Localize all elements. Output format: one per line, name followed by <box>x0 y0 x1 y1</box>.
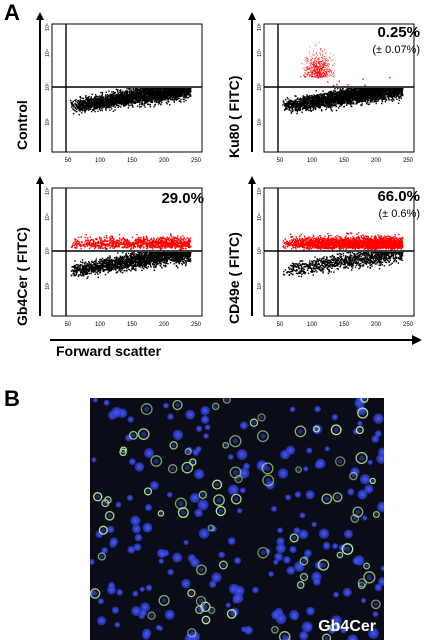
x-tick-label: 200 <box>159 322 170 328</box>
scatter-plot-gb4cer-svg: 10² 10³ 10⁴ 10⁵ 50 100 150 200 250 <box>36 176 203 328</box>
y-tick-label: 10² <box>45 118 51 126</box>
x-tick-label: 250 <box>191 322 202 328</box>
y-tick-label: 10⁴ <box>257 213 263 221</box>
percent-ku80: 0.25% <box>377 24 420 41</box>
panel-a-letter: A <box>4 0 20 25</box>
x-tick-label: 250 <box>191 158 202 164</box>
sd-ku80: (± 0.07%) <box>372 44 420 56</box>
scatter-plot-cd49e: 10² 10³ 10⁴ 10⁵ 50 100 150 200 250 <box>248 176 422 336</box>
axes: 10² 10³ 10⁴ 10⁵ 50 100 150 200 250 <box>257 23 414 164</box>
axes: 10² 10³ 10⁴ 10⁵ 50 100 150 200 250 <box>257 187 414 328</box>
y-tick-label: 10⁵ <box>257 23 263 31</box>
percent-gb4cer: 29.0% <box>161 190 204 207</box>
scatter-plot-control-svg: 10² 10³ 10⁴ 10⁵ 50 100 150 200 250 <box>36 12 203 164</box>
x-tick-label: 200 <box>159 158 170 164</box>
micrograph-label: Gb4Cer <box>318 618 376 635</box>
y-tick-label: 10⁴ <box>45 213 51 221</box>
y-tick-label: 10² <box>45 282 51 290</box>
scatter-plot-gb4cer: 10² 10³ 10⁴ 10⁵ 50 100 150 200 250 <box>36 176 210 336</box>
event-dots <box>70 233 192 280</box>
panel-b-letter: B <box>4 386 20 411</box>
event-dots <box>70 88 192 116</box>
x-tick-label: 50 <box>277 322 284 328</box>
scatter-plot-ku80: 10² 10³ 10⁴ 10⁵ 50 100 150 200 250 <box>248 12 422 172</box>
y-tick-label: 10⁵ <box>45 187 51 195</box>
x-axis-label: Forward scatter <box>56 343 162 359</box>
y-tick-label: 10² <box>257 282 263 290</box>
y-tick-label: 10³ <box>45 83 51 91</box>
x-tick-label: 150 <box>339 158 350 164</box>
x-tick-label: 50 <box>65 322 72 328</box>
x-tick-label: 50 <box>277 158 284 164</box>
y-tick-label: 10² <box>257 118 263 126</box>
x-tick-label: 150 <box>127 322 138 328</box>
y-axis-label-cd49e: CD49e ( FITC) <box>226 232 242 324</box>
x-tick-label: 100 <box>95 158 106 164</box>
scatter-plot-cd49e-svg: 10² 10³ 10⁴ 10⁵ 50 100 150 200 250 <box>248 176 415 328</box>
x-tick-label: 100 <box>95 322 106 328</box>
axes: 10² 10³ 10⁴ 10⁵ 50 100 150 200 250 <box>45 23 202 164</box>
y-tick-label: 10⁵ <box>257 187 263 195</box>
x-axis-arrow <box>50 335 422 345</box>
x-tick-label: 200 <box>371 322 382 328</box>
cells <box>90 398 384 640</box>
plot-frame <box>51 23 203 153</box>
y-tick-label: 10³ <box>257 83 263 91</box>
x-tick-label: 100 <box>307 158 318 164</box>
y-tick-label: 10⁵ <box>45 23 51 31</box>
x-tick-label: 50 <box>65 158 72 164</box>
x-tick-label: 200 <box>371 158 382 164</box>
x-tick-label: 150 <box>339 322 350 328</box>
axes: 10² 10³ 10⁴ 10⁵ 50 100 150 200 250 <box>45 187 202 328</box>
y-axis-label-gb4cer: Gb4Cer ( FITC) <box>14 227 30 326</box>
y-axis-label-ku80: Ku80 ( FITC) <box>226 75 242 158</box>
y-tick-label: 10⁴ <box>45 49 51 57</box>
fluorescence-micrograph: Gb4Cer <box>90 398 384 640</box>
scatter-plot-control: 10² 10³ 10⁴ 10⁵ 50 100 150 200 250 <box>36 12 210 172</box>
percent-cd49e: 66.0% <box>377 188 420 205</box>
x-tick-label: 150 <box>127 158 138 164</box>
plot-frame <box>51 187 203 317</box>
event-dots <box>282 232 404 278</box>
sd-cd49e: (± 0.6%) <box>378 208 421 220</box>
plot-frame <box>263 187 415 317</box>
x-tick-label: 100 <box>307 322 318 328</box>
micrograph-cells <box>90 398 384 640</box>
plot-frame <box>263 23 415 153</box>
x-tick-label: 250 <box>403 158 414 164</box>
y-tick-label: 10³ <box>257 247 263 255</box>
event-dots <box>282 42 404 115</box>
scatter-plot-ku80-svg: 10² 10³ 10⁴ 10⁵ 50 100 150 200 250 <box>248 12 415 164</box>
y-tick-label: 10⁴ <box>257 49 263 57</box>
y-tick-label: 10³ <box>45 247 51 255</box>
x-tick-label: 250 <box>403 322 414 328</box>
y-axis-label-control: Control <box>14 100 30 150</box>
